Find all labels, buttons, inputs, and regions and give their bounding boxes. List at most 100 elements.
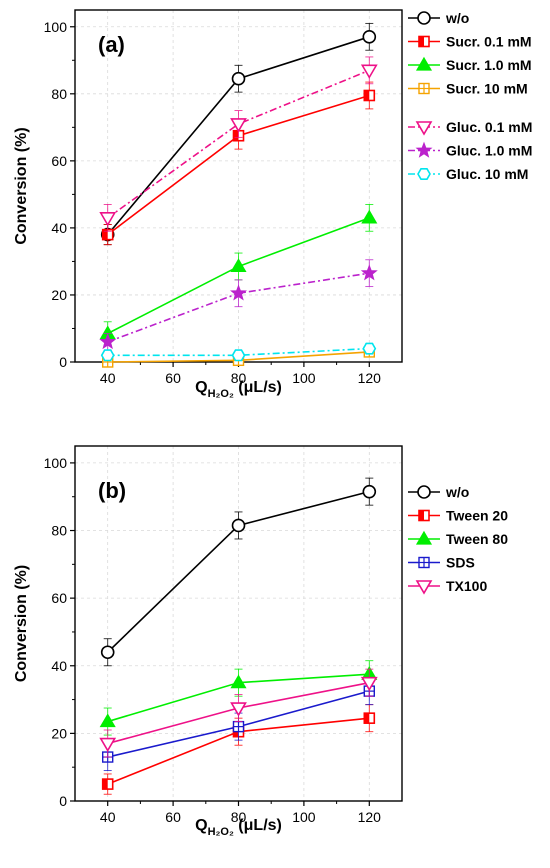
legend-entry: Tween 80 <box>408 530 508 547</box>
x-tick-label: 100 <box>292 809 316 825</box>
data-point <box>230 674 247 689</box>
data-point <box>230 118 247 133</box>
y-axis-label: Conversion (%) <box>13 565 30 682</box>
x-axis-label-sub: H₂O₂ <box>208 826 234 838</box>
legend-marker <box>418 509 430 522</box>
legend-label: Tween 80 <box>446 531 508 547</box>
data-point <box>363 712 376 724</box>
legend-label: Gluc. 1.0 mM <box>446 143 532 159</box>
legend-entry: TX100 <box>408 578 487 595</box>
panel-a: 40 60 80 100 120 0 20 40 60 80 100 (a) Conversion (%… <box>13 9 532 400</box>
data-point <box>360 64 378 79</box>
legend-marker <box>418 35 430 48</box>
series-2 <box>99 203 378 346</box>
data-point-fill <box>364 90 370 101</box>
legend-entry: SDS <box>408 555 475 571</box>
legend-marker <box>415 580 433 595</box>
legend-marker <box>415 56 433 71</box>
data-point <box>362 30 377 44</box>
data-point-fill <box>102 229 108 240</box>
x-tick-label: 80 <box>231 809 247 825</box>
legend-entry: Sucr. 1.0 mM <box>408 56 532 73</box>
data-point <box>232 720 245 733</box>
legend-marker <box>418 82 430 95</box>
plot-frame <box>74 445 403 802</box>
y-tick-label: 80 <box>51 86 67 102</box>
y-tick-label: 0 <box>59 354 67 370</box>
panel-b: 40 60 80 100 120 0 20 40 60 80 100 (b) Conversion (%… <box>13 445 508 838</box>
data-point <box>231 349 246 362</box>
series-6 <box>100 342 377 362</box>
data-point <box>360 264 378 281</box>
legend-marker <box>415 141 433 158</box>
legend-label: Tween 20 <box>446 508 508 524</box>
x-axis-label-main: Q <box>195 817 207 834</box>
x-tick-label: 40 <box>100 370 116 386</box>
legend-marker <box>417 168 431 180</box>
data-point <box>230 284 247 301</box>
legend-label: w/o <box>445 484 469 500</box>
x-tick-label: 120 <box>358 370 382 386</box>
legend-entry: Gluc. 1.0 mM <box>408 141 532 159</box>
data-point <box>363 89 376 102</box>
y-tick-label: 60 <box>51 153 67 169</box>
series-4 <box>99 56 378 232</box>
x-tick-label: 80 <box>231 370 247 386</box>
data-point-fill <box>364 713 370 724</box>
x-axis-label: QH₂O₂ (μL/s) <box>195 817 282 838</box>
x-tick-label: 40 <box>100 809 116 825</box>
legend-marker-fill <box>419 36 424 47</box>
data-point <box>231 71 246 86</box>
x-axis-label: QH₂O₂ (μL/s) <box>195 379 282 400</box>
data-point <box>362 484 377 499</box>
data-point <box>99 212 117 227</box>
legend-entry: Sucr. 0.1 mM <box>408 34 532 50</box>
legend-label: TX100 <box>446 578 487 594</box>
data-point <box>230 258 247 273</box>
x-axis-label-sub: H₂O₂ <box>208 388 234 400</box>
legend-marker <box>415 121 433 136</box>
data-point-fill <box>102 779 108 790</box>
data-point <box>99 332 117 350</box>
data-point <box>99 713 116 728</box>
y-tick-label: 0 <box>59 793 67 809</box>
y-tick-label: 20 <box>51 725 67 741</box>
data-point <box>231 518 246 533</box>
y-tick-label: 100 <box>44 455 68 471</box>
data-point <box>101 778 114 790</box>
data-point <box>230 702 247 717</box>
x-tick-label: 60 <box>165 370 181 386</box>
legend-entry: Sucr. 10 mM <box>408 81 528 97</box>
y-tick-label: 20 <box>51 287 67 303</box>
legend-label: Sucr. 10 mM <box>446 81 528 97</box>
x-tick-label: 120 <box>358 809 382 825</box>
legend-entry: Tween 20 <box>408 508 508 524</box>
data-point <box>360 676 378 692</box>
legend-marker <box>417 485 431 499</box>
legend-entry: Gluc. 10 mM <box>408 166 528 182</box>
y-tick-label: 40 <box>51 658 67 674</box>
x-axis-label-unit: (μL/s) <box>234 817 282 834</box>
legend-label: Gluc. 10 mM <box>446 166 528 182</box>
data-point <box>361 209 378 224</box>
legend-entry: Gluc. 0.1 mM <box>408 119 532 136</box>
legend-label: Sucr. 0.1 mM <box>446 34 532 50</box>
x-axis-label-main: Q <box>195 379 207 396</box>
x-tick-label: 60 <box>165 809 181 825</box>
legend-label: Gluc. 0.1 mM <box>446 119 532 135</box>
y-tick-label: 60 <box>51 590 67 606</box>
series-0 <box>100 477 377 667</box>
panel-label: (a) <box>98 32 125 57</box>
legend-label: w/o <box>445 10 469 26</box>
y-tick-label: 40 <box>51 220 67 236</box>
legend-marker <box>418 556 430 569</box>
legend-marker <box>415 530 433 545</box>
y-axis-label: Conversion (%) <box>13 127 30 244</box>
legend-entry: w/o <box>408 10 469 26</box>
x-tick-label: 100 <box>292 370 316 386</box>
legend-marker-fill <box>419 510 424 521</box>
data-point-fill <box>233 130 239 141</box>
legend-label: Sucr. 1.0 mM <box>446 57 532 73</box>
panel-label: (b) <box>98 478 126 503</box>
